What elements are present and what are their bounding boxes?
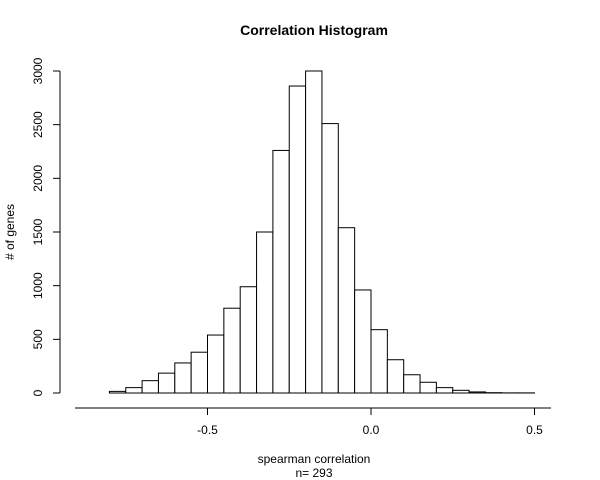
- histogram-bar: [174, 362, 192, 394]
- histogram-bar: [370, 329, 388, 394]
- histogram-bar: [419, 381, 437, 394]
- y-tick-label: 1000: [31, 272, 45, 299]
- histogram-bar: [452, 389, 470, 394]
- histogram-bar: [468, 391, 486, 394]
- histogram-bar: [125, 387, 143, 394]
- y-tick-label: 500: [31, 329, 45, 349]
- histogram-bar: [305, 70, 323, 394]
- histogram-bar: [223, 307, 241, 394]
- x-axis-label: spearman correlation: [258, 452, 371, 466]
- histogram-bars: [108, 70, 536, 394]
- y-tick-label: 0: [31, 389, 45, 396]
- histogram-bar: [141, 380, 159, 394]
- histogram-bar: [108, 390, 127, 394]
- histogram-bar: [435, 387, 454, 394]
- histogram-bar: [207, 334, 225, 394]
- histogram-bar: [403, 374, 421, 394]
- histogram-bar: [272, 149, 290, 394]
- x-axis-ticks: -0.5 0.0 0.5: [197, 408, 543, 437]
- y-tick-label: 2000: [31, 165, 45, 192]
- x-tick-label: -0.5: [197, 423, 218, 437]
- histogram-bar: [321, 123, 339, 394]
- histogram-bar: [256, 231, 274, 394]
- x-axis-sublabel: n= 293: [295, 466, 332, 480]
- y-axis-label: # of genes: [3, 204, 17, 260]
- y-tick-label: 1500: [31, 218, 45, 245]
- y-tick-label: 2500: [31, 111, 45, 138]
- y-axis-ticks: 0 500 1000 1500 2000 2500 3000: [31, 57, 60, 396]
- y-tick-label: 3000: [31, 57, 45, 84]
- histogram-bar: [386, 359, 405, 394]
- histogram-bar: [190, 351, 208, 394]
- histogram-bar: [288, 85, 307, 394]
- x-tick-label: 0.0: [363, 423, 380, 437]
- histogram-bar: [337, 227, 356, 394]
- chart-title: Correlation Histogram: [240, 22, 388, 38]
- x-tick-label: 0.5: [526, 423, 543, 437]
- histogram-bar: [157, 372, 176, 394]
- histogram-bar: [239, 286, 258, 394]
- histogram-bar: [354, 289, 372, 394]
